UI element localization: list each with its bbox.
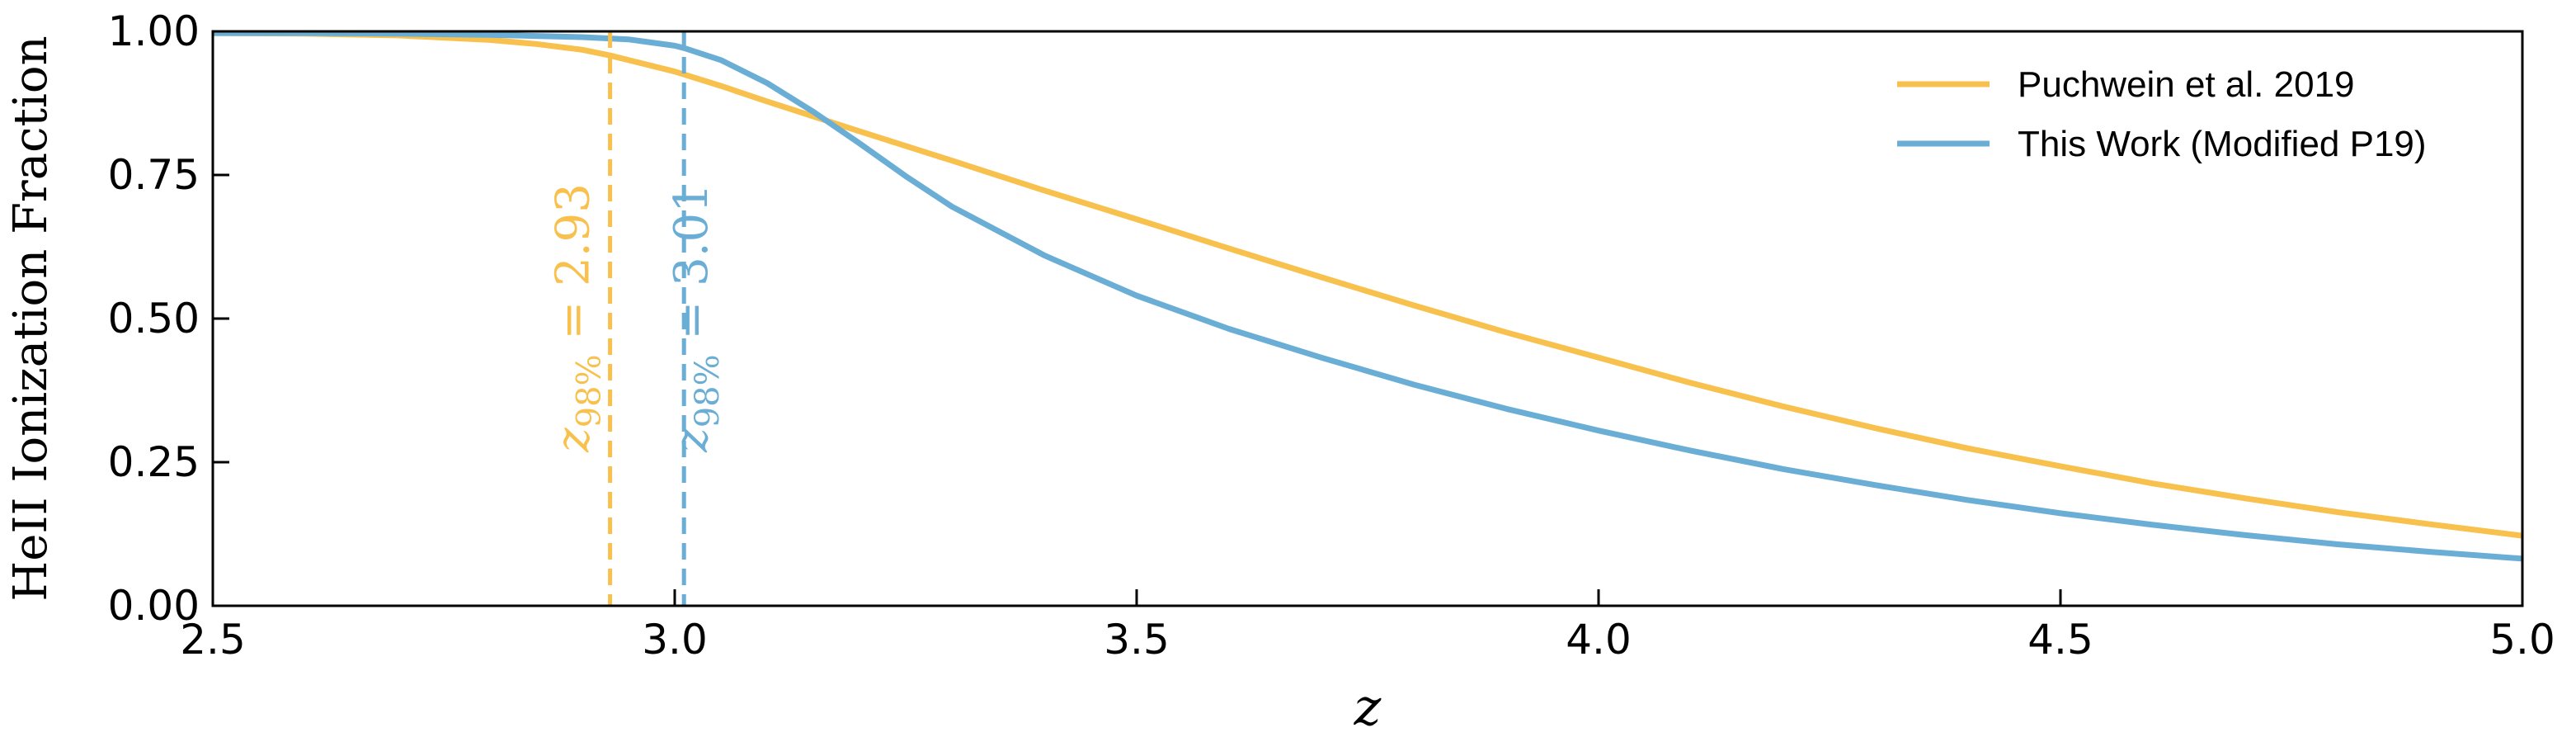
series-line	[212, 30, 2523, 539]
y-tick-label: 0.50	[108, 295, 200, 343]
annotation-layer: z98% = 2.93 z98% = 3.01	[547, 31, 727, 606]
legend: Puchwein et al. 2019 This Work (Modified …	[1897, 64, 2427, 164]
x-axis-ticks: 2.5 3.0 3.5 4.0 4.5 5.0	[180, 589, 2555, 664]
x-tick-label: 3.0	[642, 616, 708, 664]
y-tick-label: 0.00	[108, 582, 200, 630]
legend-entry-label: Puchwein et al. 2019	[2018, 64, 2355, 105]
y-tick-label: 0.75	[108, 151, 200, 199]
z98-annotation: z98% = 2.93	[547, 183, 609, 453]
x-tick-label: 5.0	[2489, 616, 2555, 664]
z98-annotation: z98% = 3.01	[665, 183, 727, 453]
x-tick-label: 2.5	[180, 616, 246, 664]
x-axis-label: z	[1354, 677, 1382, 737]
y-tick-label: 1.00	[108, 7, 200, 55]
x-tick-label: 4.5	[2027, 616, 2093, 664]
legend-entry-label: This Work (Modified P19)	[2018, 124, 2427, 164]
x-tick-label: 3.5	[1104, 616, 1170, 664]
x-tick-label: 4.0	[1566, 616, 1632, 664]
y-axis-label: HeII Ionization Fraction	[4, 35, 58, 601]
series-layer	[212, 30, 2523, 562]
series-line	[213, 30, 2523, 562]
y-axis-ticks: 0.00 0.25 0.50 0.75 1.00	[108, 7, 229, 630]
y-tick-label: 0.25	[108, 438, 200, 486]
